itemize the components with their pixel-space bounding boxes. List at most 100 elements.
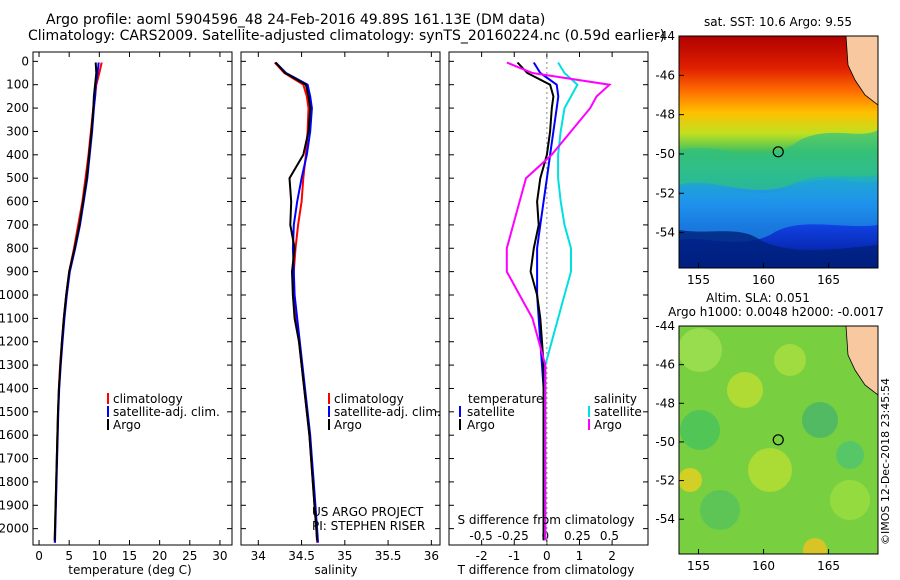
sst-map-frame — [678, 35, 879, 269]
legend-title-temperature: temperature — [468, 392, 543, 406]
legend-label-climatology: climatology — [334, 392, 404, 406]
x-tick-label: -2 — [476, 549, 488, 563]
legend-label-argo: Argo — [113, 418, 141, 432]
y-tick-label: 1800 — [0, 475, 29, 489]
map-x-tick-label: 165 — [817, 273, 840, 287]
map-y-tick-label: -52 — [655, 186, 675, 200]
y-tick-label: 1900 — [0, 498, 29, 512]
salinity-panel — [240, 51, 441, 546]
series-line-t-argo — [516, 61, 555, 541]
y-tick-label: 1200 — [0, 335, 29, 349]
top-tick-label: 0.5 — [600, 529, 619, 543]
y-tick-label: 1600 — [0, 428, 29, 442]
float-location-marker — [772, 146, 784, 158]
y-tick-label: 2000 — [0, 522, 29, 536]
temperature-legend: climatology satellite-adj. clim. Argo — [107, 392, 220, 432]
y-tick-label: 0 — [21, 54, 29, 68]
legend-label-satellite: satellite-adj. clim. — [113, 405, 220, 419]
x-tick-label: 5 — [65, 549, 73, 563]
map-x-tick-label: 155 — [687, 273, 710, 287]
y-tick-label: 800 — [6, 241, 29, 255]
map-y-tick-label: -54 — [655, 512, 675, 526]
difference-panel — [448, 51, 649, 546]
float-location-marker — [772, 434, 784, 446]
x-tick-label: 20 — [152, 549, 167, 563]
temperature-panel — [32, 51, 233, 546]
map-y-tick-label: -50 — [655, 147, 675, 161]
series-line-climatology — [53, 62, 103, 543]
y-tick-label: 1100 — [0, 311, 29, 325]
series-line-argo — [53, 62, 98, 541]
top-tick-label: 0.25 — [564, 529, 591, 543]
y-tick-label: 1000 — [0, 288, 29, 302]
y-tick-label: 1500 — [0, 405, 29, 419]
y-tick-label: 1300 — [0, 358, 29, 372]
y-tick-label: 600 — [6, 195, 29, 209]
x-tick-label: 25 — [182, 549, 197, 563]
map-y-tick-label: -50 — [655, 435, 675, 449]
x-tick-label: 34.5 — [288, 549, 315, 563]
map-y-tick-label: -46 — [655, 358, 675, 372]
series-line-argo — [274, 61, 319, 541]
legend-label-t-argo: Argo — [467, 418, 495, 432]
y-tick-label: 200 — [6, 101, 29, 115]
sla-map-title: Altim. SLA: 0.051 — [706, 291, 810, 305]
legend-label-argo: Argo — [334, 418, 362, 432]
temperature-xlabel: temperature (deg C) — [68, 563, 191, 577]
legend-title-salinity: salinity — [594, 392, 637, 406]
x-tick-label: 35 — [337, 549, 352, 563]
y-tick-label: 1700 — [0, 452, 29, 466]
y-tick-label: 300 — [6, 124, 29, 138]
legend-label-satellite: satellite-adj. clim. — [334, 405, 441, 419]
x-tick-label: 0 — [35, 549, 43, 563]
y-tick-label: 400 — [6, 148, 29, 162]
x-tick-label: 2 — [608, 549, 616, 563]
series-line-s-argo — [505, 61, 612, 541]
top-tick-label: -0.5 — [469, 529, 492, 543]
map-y-tick-label: -48 — [655, 108, 675, 122]
map-y-tick-label: -48 — [655, 396, 675, 410]
x-tick-label: 0 — [543, 549, 551, 563]
x-tick-label: 1 — [576, 549, 584, 563]
sst-heatmap — [679, 36, 878, 268]
sla-map-subtitle: Argo h1000: 0.0048 h2000: -0.0017 — [668, 305, 884, 319]
legend-label-s-argo: Argo — [594, 418, 622, 432]
sla-heatmap — [679, 326, 878, 554]
y-tick-label: 900 — [6, 265, 29, 279]
x-tick-label: 10 — [92, 549, 107, 563]
map-y-tick-label: -44 — [655, 319, 675, 333]
x-tick-label: 36 — [424, 549, 439, 563]
top-tick-label: -0.25 — [498, 529, 529, 543]
salinity-legend: climatology satellite-adj. clim. Argo US… — [312, 392, 441, 533]
salinity-xlabel: salinity — [314, 563, 357, 577]
sla-map-frame — [678, 325, 879, 555]
y-tick-label: 500 — [6, 171, 29, 185]
x-tick-label: 15 — [122, 549, 137, 563]
y-tick-label: 700 — [6, 218, 29, 232]
map-y-tick-label: -52 — [655, 474, 675, 488]
map-x-tick-label: 160 — [752, 559, 775, 573]
x-tick-label: 34 — [251, 549, 266, 563]
map-x-tick-label: 160 — [752, 273, 775, 287]
legend-label-climatology: climatology — [113, 392, 183, 406]
x-tick-label: -1 — [508, 549, 520, 563]
map-y-tick-label: -54 — [655, 226, 675, 240]
y-tick-label: 1400 — [0, 381, 29, 395]
x-tick-label: 35.5 — [375, 549, 402, 563]
legend-label-s-satellite: satellite — [594, 405, 642, 419]
x-tick-label: 30 — [212, 549, 227, 563]
plot-title-line1: Argo profile: aoml 5904596_48 24-Feb-201… — [46, 12, 546, 28]
difference-legend: temperature satellite Argo salinity sate… — [459, 392, 642, 432]
map-y-tick-label: -46 — [655, 68, 675, 82]
difference-xlabel: T difference from climatology — [457, 563, 635, 577]
plot-title-line2: Climatology: CARS2009. Satellite-adjuste… — [28, 28, 666, 44]
map-y-tick-label: -44 — [655, 29, 675, 43]
project-annotation: US ARGO PROJECT — [312, 505, 424, 519]
map-x-tick-label: 155 — [687, 559, 710, 573]
difference-top-label: S difference from climatology — [458, 513, 635, 527]
coastline — [845, 36, 878, 106]
legend-label-t-satellite: satellite — [467, 405, 515, 419]
map-x-tick-label: 165 — [817, 559, 840, 573]
sst-map-title: sat. SST: 10.6 Argo: 9.55 — [704, 15, 852, 29]
